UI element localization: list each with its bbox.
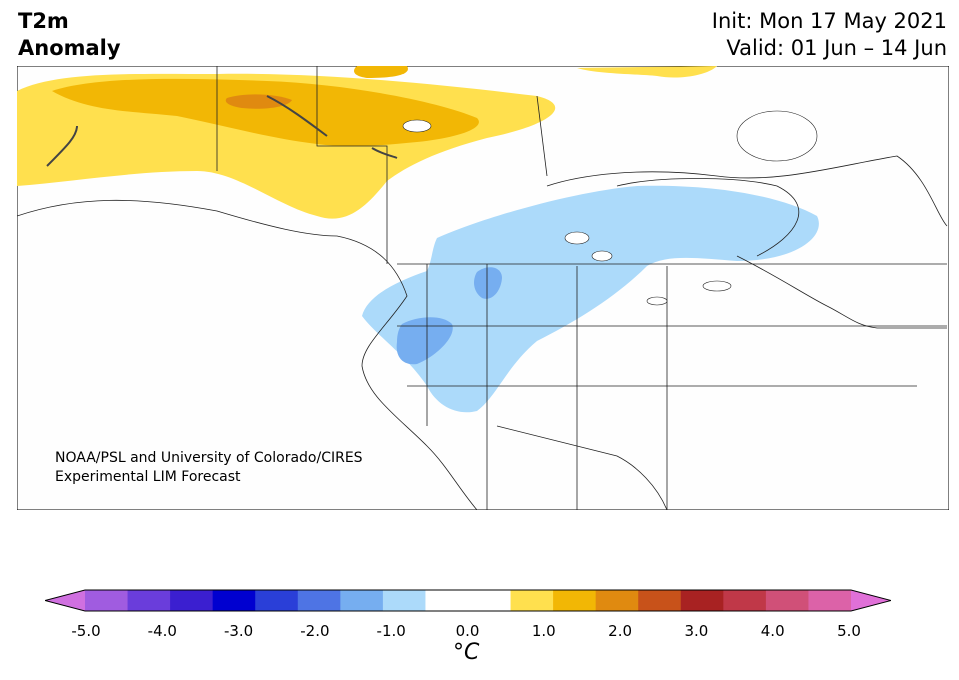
- colorbar-tick-label: 4.0: [760, 622, 785, 640]
- warm-anomaly-light-north: [354, 66, 408, 78]
- credit-line2: Experimental LIM Forecast: [55, 469, 241, 485]
- colorbar-tick-label: 2.0: [608, 622, 633, 640]
- colorbar-outline: [45, 589, 891, 612]
- map-borders: [17, 66, 948, 510]
- credit-text: NOAA/PSL and University of Colorado/CIRE…: [55, 449, 363, 487]
- title-anomaly: Anomaly: [18, 36, 121, 60]
- colorbar-segment: [212, 590, 256, 611]
- colorbar-segment: [553, 590, 597, 611]
- colorbar-segment: [382, 590, 426, 611]
- forecast-dates: Init: Mon 17 May 2021 Valid: 01 Jun – 14…: [712, 8, 947, 62]
- colorbar-segment: [255, 590, 299, 611]
- colorbar-segment: [638, 590, 682, 611]
- colorbar-segment: [808, 590, 852, 611]
- valid-range: Valid: 01 Jun – 14 Jun: [726, 36, 947, 60]
- colorbar-segment: [468, 590, 512, 611]
- colorbar-segment: [723, 590, 767, 611]
- credit-line1: NOAA/PSL and University of Colorado/CIRE…: [55, 450, 363, 466]
- colorbar-segment: [170, 590, 214, 611]
- colorbar-segment: [340, 590, 384, 611]
- lakes: [402, 110, 818, 306]
- colorbar-segment: [297, 590, 341, 611]
- colorbar-tick-label: 3.0: [684, 622, 709, 640]
- warm-anomaly-mid: [52, 78, 479, 147]
- warm-anomaly-arctic-islands: [577, 66, 717, 78]
- colorbar-segment: [595, 590, 639, 611]
- colorbar-tick-label: 0.0: [455, 622, 480, 640]
- colorbar-segment: [680, 590, 724, 611]
- colorbar-tick-label: -1.0: [376, 622, 406, 640]
- cool-anomaly-light: [362, 185, 819, 413]
- colorbar-segment: [85, 590, 129, 611]
- colorbar-tick-label: -4.0: [147, 622, 177, 640]
- colorbar-segment: [127, 590, 171, 611]
- rivers: [46, 95, 398, 167]
- colorbar: [45, 589, 891, 612]
- anomaly-map: [17, 66, 949, 510]
- init-date: Init: Mon 17 May 2021: [711, 9, 947, 33]
- map-title: T2m Anomaly: [18, 8, 121, 62]
- colorbar-segment: [425, 590, 469, 611]
- colorbar-tick-label: -2.0: [300, 622, 330, 640]
- cool-anomaly-mid-1: [474, 267, 502, 299]
- colorbar-tick-label: 1.0: [531, 622, 556, 640]
- colorbar-tick-label: -3.0: [223, 622, 254, 640]
- cool-anomaly-mid-2: [396, 317, 453, 365]
- colorbar-tick-label: 5.0: [837, 622, 861, 640]
- title-variable: T2m: [18, 9, 69, 33]
- colorbar-extend-low: [45, 590, 85, 611]
- colorbar-extend-high: [851, 590, 891, 611]
- colorbar-tick-label: -5.0: [71, 622, 101, 640]
- warm-anomaly-core: [225, 94, 292, 109]
- colorbar-segment: [510, 590, 554, 611]
- unit-label: °C: [453, 640, 480, 665]
- colorbar-segment: [765, 590, 809, 611]
